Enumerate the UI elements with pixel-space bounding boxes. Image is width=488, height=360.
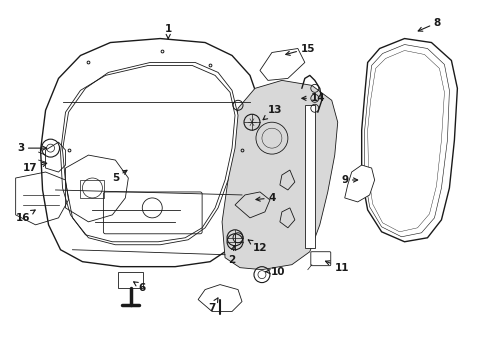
- Text: 6: 6: [133, 282, 145, 293]
- Text: 15: 15: [285, 44, 314, 55]
- Text: 8: 8: [417, 18, 440, 31]
- Polygon shape: [304, 105, 314, 248]
- Text: 12: 12: [248, 240, 266, 253]
- Text: 9: 9: [341, 175, 357, 185]
- Text: 14: 14: [301, 93, 325, 103]
- Text: 7: 7: [208, 298, 218, 312]
- Text: 10: 10: [265, 267, 285, 276]
- Text: 1: 1: [164, 24, 171, 39]
- Text: 16: 16: [15, 210, 35, 223]
- Bar: [81, 180, 104, 198]
- Text: 17: 17: [23, 162, 47, 173]
- Polygon shape: [344, 165, 374, 202]
- Polygon shape: [62, 62, 238, 245]
- Text: 2: 2: [228, 246, 235, 265]
- Text: 11: 11: [325, 261, 348, 273]
- Text: 3: 3: [17, 143, 46, 153]
- Bar: [118, 272, 143, 288]
- Text: 5: 5: [112, 170, 127, 183]
- Text: 13: 13: [263, 105, 282, 120]
- Polygon shape: [222, 80, 337, 270]
- Text: 4: 4: [255, 193, 275, 203]
